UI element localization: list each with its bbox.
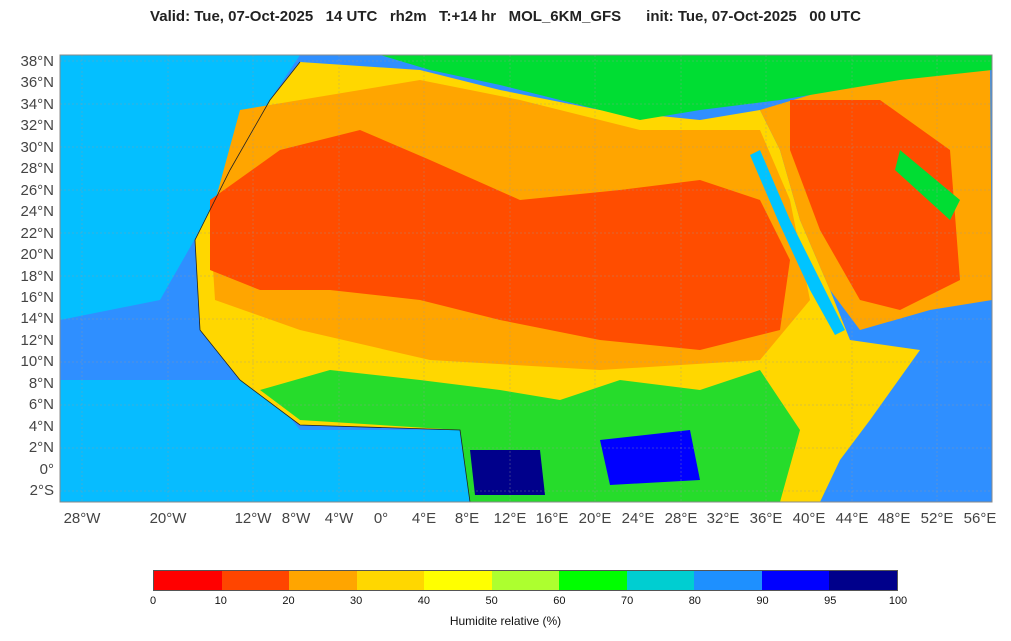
colorbar-swatch (761, 571, 830, 590)
lat-label: 30°N (20, 138, 54, 156)
persian-gulf (895, 150, 960, 220)
lat-label: 14°N (20, 310, 54, 328)
colorbar-swatch (154, 571, 222, 590)
colorbar-tick: 30 (350, 595, 363, 607)
congo-basin-humid-zone (600, 430, 700, 485)
gulf-guinea-area (60, 380, 480, 502)
lat-label: 2°S (29, 482, 54, 499)
lat-label: 36°N (20, 74, 54, 92)
colorbar-tick: 90 (756, 595, 769, 607)
lon-label: 48°E (877, 510, 911, 527)
lon-label: 52°E (920, 510, 954, 527)
colorbar-tick: 80 (688, 595, 701, 607)
colorbar-swatch (829, 571, 898, 590)
colorbar-tick: 40 (417, 595, 431, 607)
colorbar-swatch (221, 571, 290, 590)
colorbar-swatch (424, 571, 492, 590)
lat-label: 4°N (28, 417, 54, 435)
lat-label: 0° (39, 460, 54, 478)
lon-label: 20°W (149, 510, 187, 527)
lon-label: 44°E (835, 510, 869, 527)
lon-label: 28°W (63, 510, 101, 527)
lon-label: 56°E (963, 510, 997, 527)
lon-label: 32°E (706, 510, 740, 527)
colorbar-tick: 20 (282, 595, 295, 607)
colorbar-swatch (626, 571, 695, 590)
lat-label: 38°N (20, 53, 54, 70)
colorbar-swatch (289, 571, 357, 590)
lat-label: 8°N (28, 374, 54, 392)
lon-label: 0° (373, 510, 389, 527)
lon-label: 4°E (411, 510, 437, 527)
lat-label: 12°N (20, 331, 54, 349)
map-title: Valid: Tue, 07-Oct-2025 14 UTC rh2m T:+1… (150, 8, 861, 25)
colorbar-tick: 0 (149, 595, 157, 607)
colorbar-tick: 50 (485, 595, 498, 607)
red-sea (750, 150, 845, 335)
colorbar-swatch (356, 571, 425, 590)
sahara-desert-zone (210, 130, 790, 350)
coastline (194, 61, 471, 502)
lon-label: 8°E (454, 510, 480, 527)
lat-label: 20°N (20, 246, 54, 264)
colorbar (153, 570, 898, 591)
mediterranean-area (380, 55, 992, 120)
lat-label: 34°N (20, 95, 54, 113)
colorbar-tick: 10 (214, 595, 227, 607)
lon-label: 4°W (324, 510, 354, 527)
colorbar-tick: 70 (620, 595, 634, 607)
colorbar-tick: 60 (553, 595, 566, 607)
lon-label: 36°E (749, 510, 783, 527)
lon-label: 40°E (792, 510, 826, 527)
lat-label: 28°N (20, 160, 54, 178)
colorbar-swatch (694, 571, 762, 590)
lon-label: 12°E (493, 510, 527, 527)
congo-humid-zone (470, 450, 545, 495)
map-frame (59, 54, 993, 503)
lon-label: 24°E (621, 510, 655, 527)
colorbar-tick: 95 (824, 595, 837, 607)
lat-label: 24°N (20, 203, 54, 221)
colorbar-swatch (559, 571, 627, 590)
graticule (60, 55, 992, 502)
lon-label: 12°W (234, 510, 272, 527)
lat-label: 16°N (20, 288, 54, 306)
colorbar-label: Humidite relative (%) (449, 614, 562, 628)
lat-label: 2°N (28, 439, 54, 457)
lat-label: 22°N (20, 224, 54, 242)
lon-label: 20°E (578, 510, 612, 527)
colorbar-tick: 100 (888, 595, 908, 607)
lat-label: 10°N (20, 353, 54, 371)
lon-label: 8°W (281, 510, 311, 527)
lat-label: 6°N (28, 396, 54, 414)
lon-label: 16°E (535, 510, 569, 527)
lat-label: 18°N (20, 267, 54, 285)
lon-label: 28°E (664, 510, 698, 527)
lat-label: 26°N (20, 181, 54, 199)
colorbar-swatch (491, 571, 560, 590)
lat-label: 32°N (20, 117, 54, 135)
arabia-desert-zone (790, 100, 960, 310)
